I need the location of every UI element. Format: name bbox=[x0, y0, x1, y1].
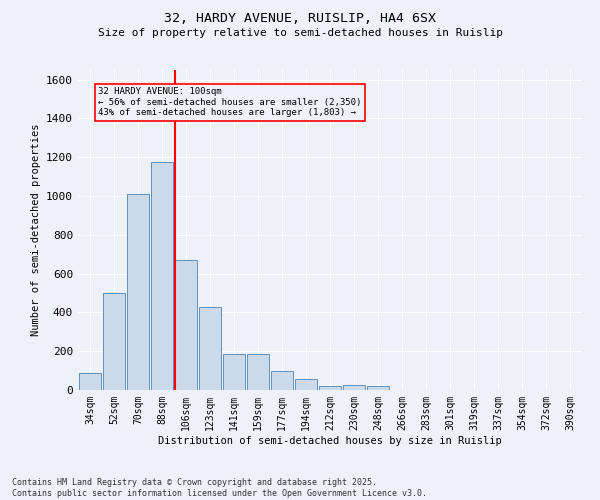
Bar bbox=[151, 162, 173, 390]
Text: 32, HARDY AVENUE, RUISLIP, HA4 6SX: 32, HARDY AVENUE, RUISLIP, HA4 6SX bbox=[164, 12, 436, 26]
Bar bbox=[343, 385, 365, 390]
Y-axis label: Number of semi-detached properties: Number of semi-detached properties bbox=[31, 124, 41, 336]
Bar bbox=[175, 260, 197, 390]
Text: 32 HARDY AVENUE: 100sqm
← 56% of semi-detached houses are smaller (2,350)
43% of: 32 HARDY AVENUE: 100sqm ← 56% of semi-de… bbox=[98, 88, 362, 118]
Bar bbox=[367, 386, 389, 390]
Bar bbox=[79, 372, 101, 390]
Bar bbox=[127, 194, 149, 390]
Text: Contains HM Land Registry data © Crown copyright and database right 2025.
Contai: Contains HM Land Registry data © Crown c… bbox=[12, 478, 427, 498]
Bar bbox=[247, 354, 269, 390]
X-axis label: Distribution of semi-detached houses by size in Ruislip: Distribution of semi-detached houses by … bbox=[158, 436, 502, 446]
Bar bbox=[295, 380, 317, 390]
Bar bbox=[271, 370, 293, 390]
Bar bbox=[199, 306, 221, 390]
Bar bbox=[223, 354, 245, 390]
Bar bbox=[319, 386, 341, 390]
Text: Size of property relative to semi-detached houses in Ruislip: Size of property relative to semi-detach… bbox=[97, 28, 503, 38]
Bar bbox=[103, 293, 125, 390]
